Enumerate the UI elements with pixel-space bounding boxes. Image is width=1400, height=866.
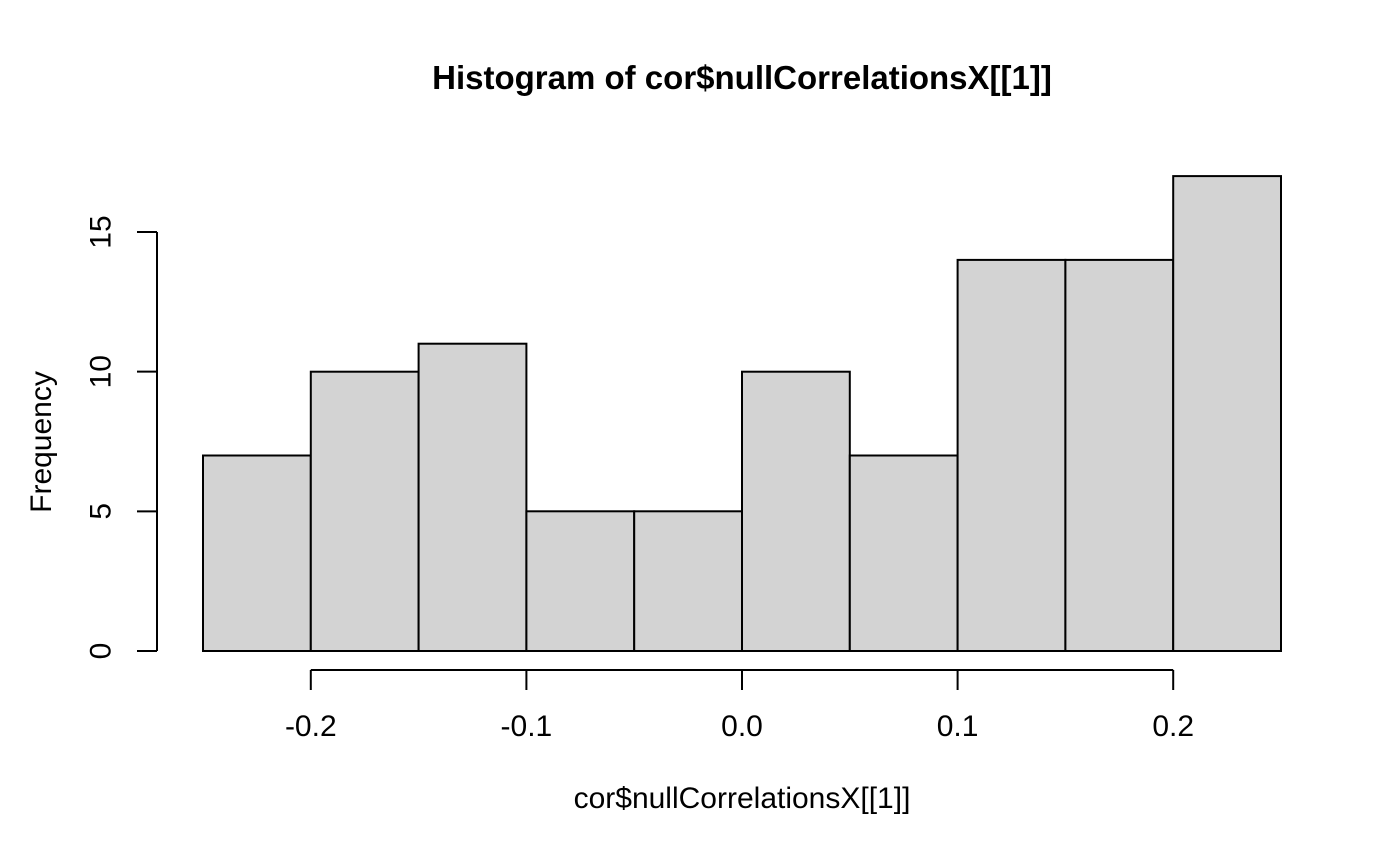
histogram-bar (309, 370, 420, 652)
x-tick-label: 0.1 (937, 710, 979, 743)
y-tick-label: 5 (85, 503, 118, 520)
histogram-bar (633, 510, 744, 652)
x-tick-label: -0.2 (285, 710, 337, 743)
x-tick-label: -0.1 (501, 710, 553, 743)
x-tick-label: 0.0 (721, 710, 763, 743)
histogram-bar (1064, 258, 1175, 652)
histogram-bar (848, 454, 959, 652)
histogram-bar (956, 258, 1067, 652)
histogram-bar (202, 454, 312, 652)
x-tick-label: 0.2 (1152, 710, 1194, 743)
y-tick-label: 10 (84, 355, 117, 388)
x-axis-label: cor$nullCorrelationsX[[1]] (573, 782, 911, 815)
histogram-bar (1172, 175, 1282, 652)
histogram-bar (417, 342, 528, 652)
chart-title: Histogram of cor$nullCorrelationsX[[1]] (432, 59, 1052, 96)
y-tick-label: 15 (85, 215, 118, 248)
histogram-bar (741, 370, 851, 652)
y-tick-label: 0 (85, 643, 118, 660)
histogram-bar (525, 510, 636, 652)
